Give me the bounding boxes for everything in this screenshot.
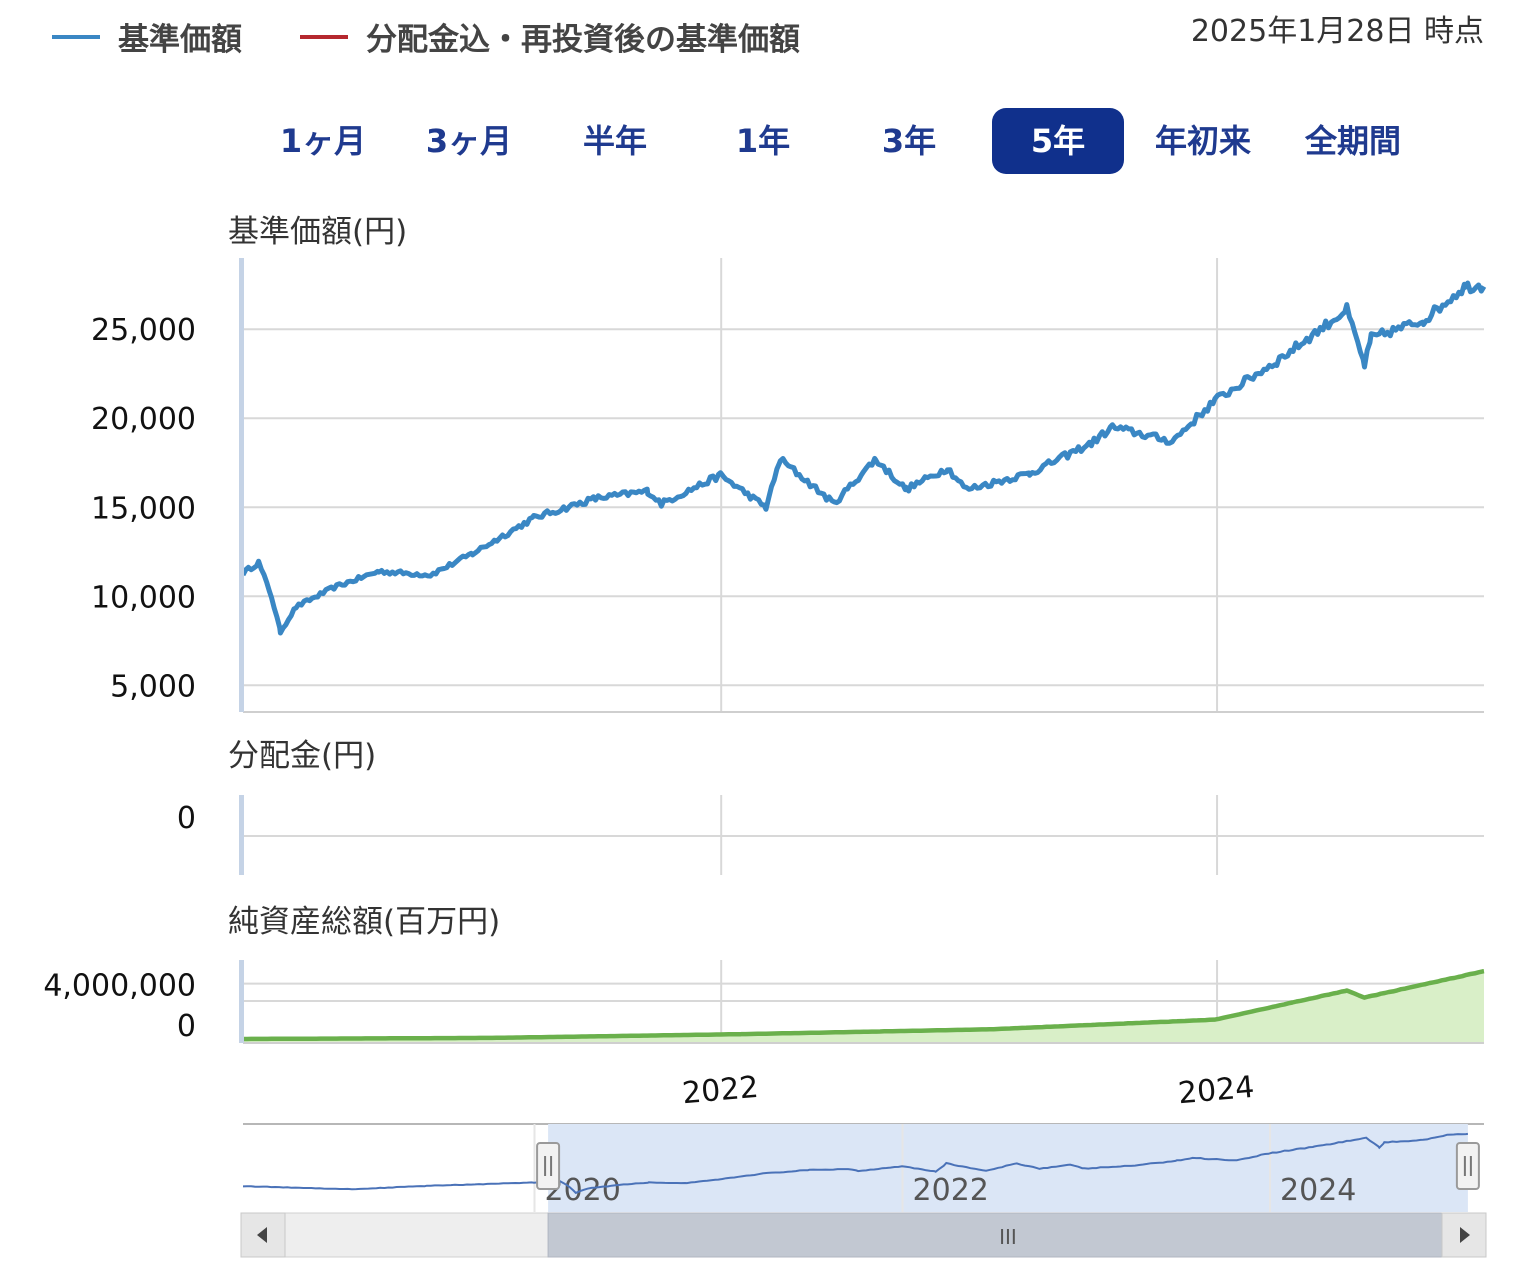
- x-tick-label: 2022: [681, 1070, 760, 1112]
- legend-item-nav[interactable]: 基準価額: [52, 14, 242, 59]
- range-selector: 1ヶ月 3ヶ月 半年 1年 3年 5年 年初来 全期間: [260, 108, 1420, 174]
- nav-ytick-label: 25,000: [91, 313, 196, 348]
- nav-series: [240, 280, 1487, 636]
- net-assets-panel-title: 純資産総額(百万円): [228, 904, 501, 940]
- nav-line: [240, 280, 1487, 636]
- arrow-right-icon: [1460, 1227, 1470, 1243]
- nav-ytick-label: 15,000: [91, 491, 196, 526]
- range-button-1y[interactable]: 1年: [735, 122, 791, 160]
- assets-ytick-label: 0: [177, 1009, 196, 1044]
- net-assets-series: [243, 968, 1485, 1042]
- axes: 5,000 10,000 15,000 20,000 25,000 0 0 4,000,000…: [43, 258, 1256, 1112]
- nav-ytick-label: 20,000: [91, 402, 196, 437]
- assets-area: [243, 971, 1484, 1042]
- dividend-left-rail: [239, 795, 244, 875]
- x-tick-label: 2024: [1177, 1070, 1256, 1112]
- range-button-1m[interactable]: 1ヶ月: [279, 122, 367, 160]
- legend-label-nav: 基準価額: [118, 22, 242, 58]
- navigator-tick-label: 2022: [913, 1173, 989, 1208]
- range-button-5y[interactable]: 5年: [992, 108, 1124, 174]
- range-button-3y[interactable]: 3年: [881, 122, 937, 160]
- dividend-panel-title: 分配金(円): [228, 738, 377, 774]
- range-button-all[interactable]: 全期間: [1304, 122, 1401, 160]
- assets-left-rail: [239, 960, 244, 1043]
- navigator-nav-line: [242, 1132, 1468, 1195]
- nav-ytick-label: 10,000: [91, 580, 196, 615]
- legend: 基準価額 分配金込・再投資後の基準価額: [52, 14, 858, 59]
- scrollbar-thumb: [547, 1212, 1469, 1258]
- arrow-left-icon: [257, 1227, 267, 1243]
- assets-line: [243, 968, 1485, 1042]
- nav-ytick-label: 5,000: [110, 669, 196, 704]
- navigator-handle-right: [1455, 1142, 1480, 1190]
- range-button-6m[interactable]: 半年: [582, 122, 647, 160]
- navigator-handle-left: [536, 1142, 561, 1190]
- range-button-3m[interactable]: 3ヶ月: [425, 122, 513, 160]
- dividend-ytick-label: 0: [177, 801, 196, 836]
- navigator-selection: [548, 1124, 1468, 1212]
- navigator-tick-label: 2024: [1280, 1173, 1356, 1208]
- nav-panel-title: 基準価額(円): [228, 214, 408, 250]
- range-button-ytd[interactable]: 年初来: [1154, 122, 1251, 160]
- legend-swatch-reinvested: [300, 34, 348, 39]
- as-of-date: 2025年1月28日 時点: [1190, 14, 1484, 49]
- nav-left-rail: [239, 258, 244, 712]
- legend-item-reinvested[interactable]: 分配金込・再投資後の基準価額: [300, 14, 800, 59]
- scrollbar-grip: III: [999, 1225, 1017, 1249]
- assets-ytick-label: 4,000,000: [43, 969, 196, 1004]
- grid-lines: [243, 258, 1484, 1044]
- legend-label-reinvested: 分配金込・再投資後の基準価額: [366, 22, 800, 58]
- legend-swatch-nav: [52, 34, 100, 39]
